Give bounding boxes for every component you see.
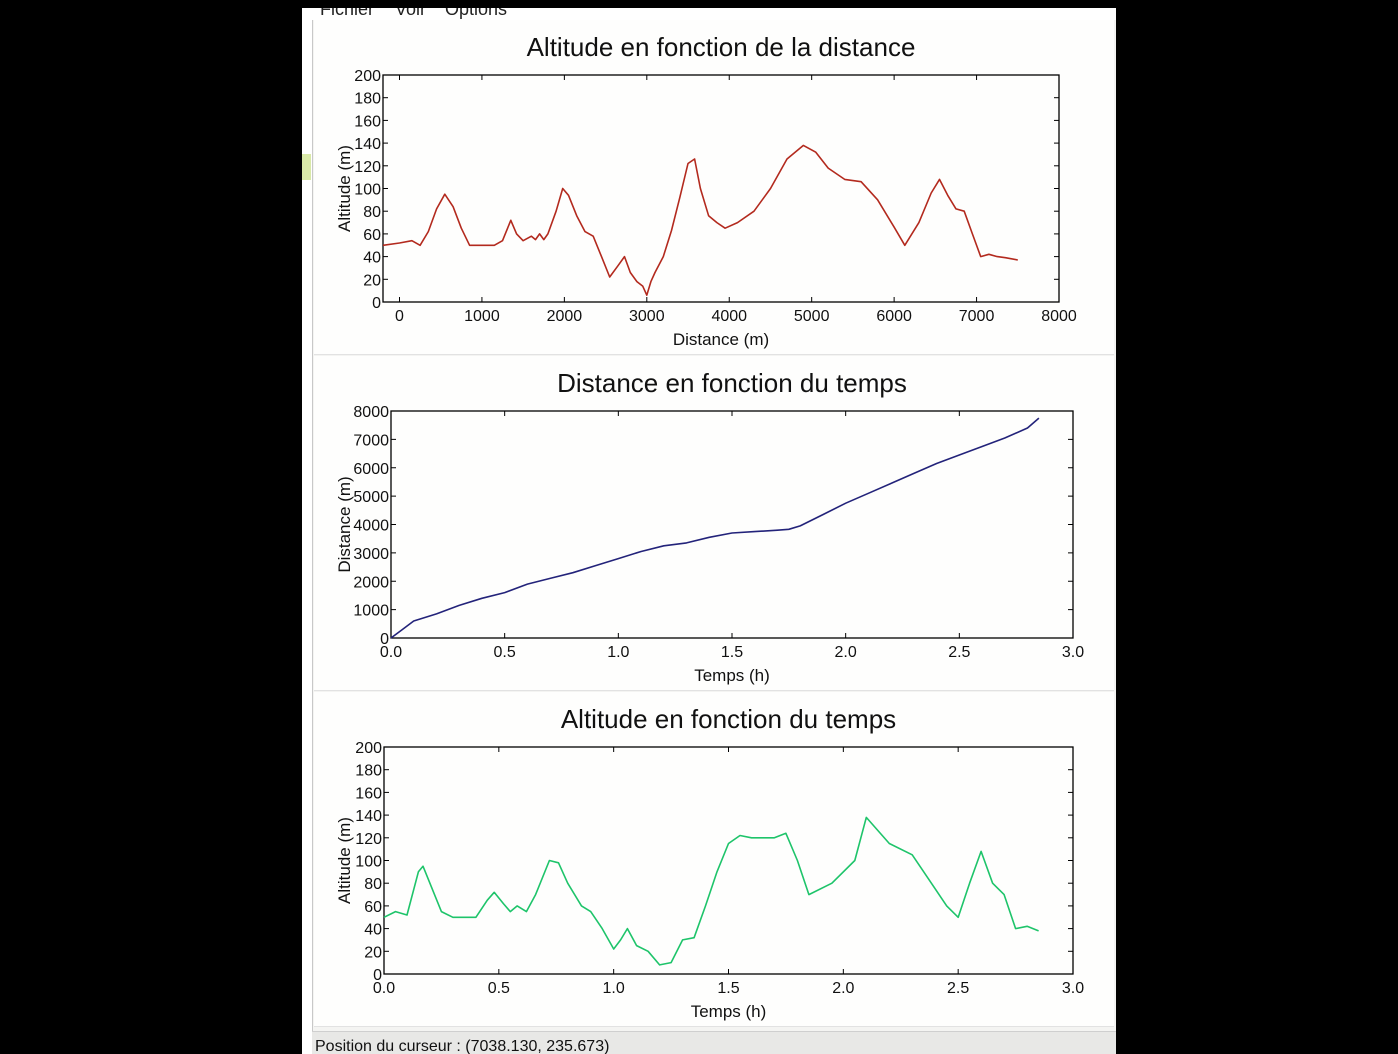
cursor-position-readout: Position du curseur : (7038.130, 235.673… — [315, 1038, 610, 1054]
menu-item-voir[interactable]: Voir — [395, 8, 427, 19]
x-tick-label: 2000 — [547, 308, 583, 325]
y-tick-label: 60 — [364, 899, 382, 916]
x-axis-label: Distance (m) — [673, 330, 769, 349]
y-tick-label: 1000 — [353, 603, 389, 620]
chart-distance-temps: Distance en fonction du temps 0 1000 2000 30… — [335, 368, 1084, 685]
plot-frame — [383, 746, 1074, 975]
plot-frame — [382, 74, 1060, 303]
menu-item-options[interactable]: Options — [445, 8, 508, 19]
y-tick-label: 200 — [355, 740, 382, 757]
plot-frame — [390, 410, 1074, 639]
y-axis-label: Altitude (m) — [335, 145, 354, 232]
x-tick-label: 3.0 — [1062, 644, 1084, 661]
chart-altitude-temps: Altitude en fonction du temps 0 20 40 60 80 10… — [335, 704, 1084, 1021]
y-tick-label: 3000 — [353, 546, 389, 563]
y-tick-label: 0 — [373, 967, 382, 984]
x-tick-label: 0.0 — [373, 980, 395, 997]
y-axis-label: Altitude (m) — [335, 817, 354, 904]
side-panel-accent — [302, 154, 311, 180]
x-tick-label: 3.0 — [1062, 980, 1084, 997]
chart-title: Altitude en fonction du temps — [561, 704, 896, 734]
x-tick-label: 2.0 — [835, 644, 857, 661]
x-tick-label: 1000 — [464, 308, 500, 325]
y-tick-label: 40 — [364, 922, 382, 939]
menu-bar: Fichier Voir Options — [312, 8, 1116, 20]
y-tick-label: 0 — [372, 295, 381, 312]
app-window: Fichier Voir Options Altitude en fonctio… — [302, 8, 1116, 1054]
y-tick-label: 140 — [355, 808, 382, 825]
x-tick-label: 1.5 — [721, 644, 743, 661]
x-tick-label: 0.0 — [380, 644, 402, 661]
y-tick-label: 6000 — [353, 461, 389, 478]
plot-panel-altitude-distance: Altitude en fonction de la distance 0 20 40… — [314, 20, 1114, 355]
y-tick-label: 140 — [354, 136, 381, 153]
y-tick-label: 80 — [364, 876, 382, 893]
y-tick-label: 120 — [354, 159, 381, 176]
y-tick-label: 80 — [363, 204, 381, 221]
y-tick-label: 4000 — [353, 518, 389, 535]
y-tick-label: 20 — [363, 272, 381, 289]
x-tick-label: 2.5 — [947, 980, 969, 997]
x-tick-label: 0.5 — [494, 644, 516, 661]
y-axis-label: Distance (m) — [335, 476, 354, 572]
chart-title: Distance en fonction du temps — [557, 368, 907, 398]
x-tick-label: 2.0 — [832, 980, 854, 997]
x-tick-label: 7000 — [959, 308, 995, 325]
x-tick-label: 5000 — [794, 308, 830, 325]
series-line — [382, 144, 1018, 297]
plot-panel-distance-temps: Distance en fonction du temps 0 1000 2000 30… — [314, 356, 1114, 691]
y-tick-label: 200 — [354, 68, 381, 85]
y-tick-label: 120 — [355, 831, 382, 848]
y-tick-label: 8000 — [353, 404, 389, 421]
chart-altitude-distance: Altitude en fonction de la distance 0 20 40… — [335, 32, 1077, 349]
y-tick-label: 160 — [355, 785, 382, 802]
x-axis-label: Temps (h) — [691, 1002, 767, 1021]
y-tick-label: 100 — [354, 182, 381, 199]
y-tick-label: 2000 — [353, 574, 389, 591]
x-tick-label: 1.5 — [717, 980, 739, 997]
x-tick-label: 6000 — [876, 308, 912, 325]
menu-item-fichier[interactable]: Fichier — [320, 8, 375, 19]
plot-panel-altitude-temps: Altitude en fonction du temps 0 20 40 60 80 10… — [314, 692, 1114, 1027]
x-tick-label: 1.0 — [603, 980, 625, 997]
y-tick-label: 180 — [355, 763, 382, 780]
y-tick-label: 160 — [354, 113, 381, 130]
side-panel-edge — [302, 8, 313, 1054]
x-axis-label: Temps (h) — [694, 666, 770, 685]
x-tick-label: 1.0 — [607, 644, 629, 661]
x-tick-label: 4000 — [711, 308, 747, 325]
y-tick-label: 5000 — [353, 489, 389, 506]
y-tick-label: 180 — [354, 91, 381, 108]
y-tick-label: 0 — [380, 631, 389, 648]
y-tick-label: 100 — [355, 854, 382, 871]
chart-title: Altitude en fonction de la distance — [527, 32, 916, 62]
y-tick-label: 60 — [363, 227, 381, 244]
series-line — [390, 417, 1040, 639]
x-tick-label: 8000 — [1041, 308, 1077, 325]
x-tick-label: 2.5 — [948, 644, 970, 661]
x-tick-label: 0.5 — [488, 980, 510, 997]
series-line — [383, 816, 1039, 966]
y-tick-label: 20 — [364, 944, 382, 961]
y-tick-label: 40 — [363, 250, 381, 267]
x-tick-label: 3000 — [629, 308, 665, 325]
x-tick-label: 0 — [395, 308, 404, 325]
y-tick-label: 7000 — [353, 432, 389, 449]
status-bar: Position du curseur : (7038.130, 235.673… — [312, 1031, 1116, 1054]
